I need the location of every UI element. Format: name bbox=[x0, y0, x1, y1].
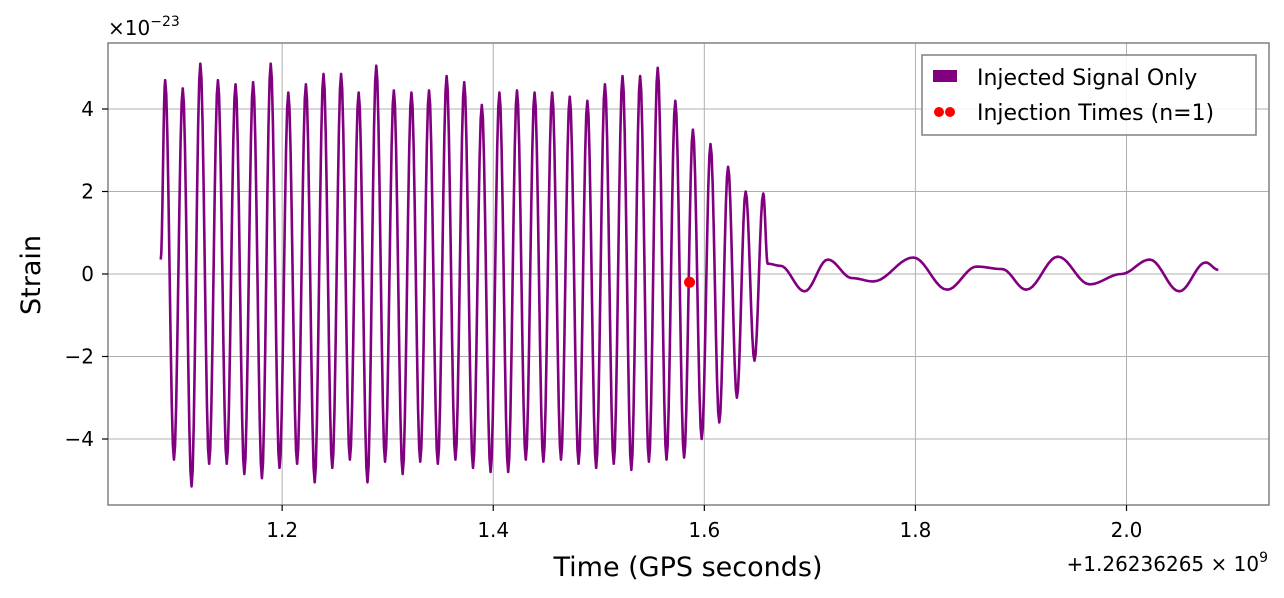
y-multiplier-exponent: −23 bbox=[150, 14, 180, 30]
x-axis-label: Time (GPS seconds) bbox=[552, 552, 822, 583]
legend-marker-injection-a bbox=[934, 107, 944, 117]
x-axis-ticks: 1.2 1.4 1.6 1.8 2.0 bbox=[266, 505, 1142, 542]
injected-signal-line bbox=[159, 62, 1219, 488]
legend-label-injected-signal: Injected Signal Only bbox=[977, 66, 1197, 91]
x-tick-label: 1.8 bbox=[900, 518, 932, 542]
y-tick-label: −2 bbox=[65, 345, 94, 369]
x-tick-label: 1.6 bbox=[688, 518, 720, 542]
y-multiplier-base: ×10 bbox=[108, 16, 150, 40]
x-offset-base: +1.26236265 × 10 bbox=[1067, 552, 1260, 576]
legend-label-injection-times: Injection Times (n=1) bbox=[977, 101, 1214, 126]
x-tick-label: 1.4 bbox=[477, 518, 509, 542]
y-multiplier: ×10−23 bbox=[108, 14, 180, 40]
y-tick-label: −4 bbox=[65, 427, 94, 451]
legend-marker-injection-b bbox=[945, 107, 955, 117]
x-offset: +1.26236265 × 109 bbox=[1067, 550, 1268, 576]
legend-frame bbox=[921, 54, 1257, 136]
injection-time-point bbox=[684, 276, 696, 288]
y-axis-ticks: −4 −2 0 2 4 bbox=[65, 97, 108, 451]
y-axis-label: Strain bbox=[16, 235, 47, 315]
injected-signal-series bbox=[159, 62, 1219, 488]
injection-times-series bbox=[684, 276, 696, 288]
y-tick-label: 4 bbox=[81, 97, 94, 121]
y-tick-label: 0 bbox=[81, 262, 94, 286]
x-tick-label: 2.0 bbox=[1111, 518, 1143, 542]
x-tick-label: 1.2 bbox=[266, 518, 298, 542]
legend-swatch-injected-signal bbox=[933, 70, 957, 82]
y-tick-label: 2 bbox=[81, 180, 94, 204]
legend: Injected Signal Only Injection Times (n=… bbox=[921, 54, 1257, 136]
x-offset-exponent: 9 bbox=[1259, 550, 1268, 566]
